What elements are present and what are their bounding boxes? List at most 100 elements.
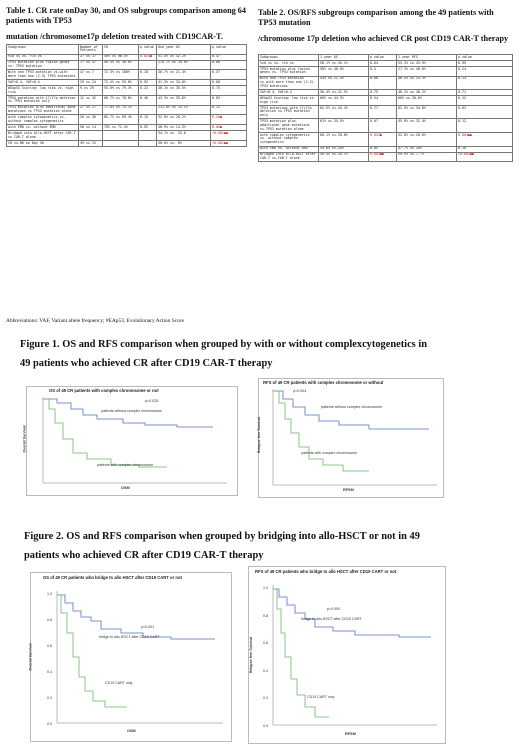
table-cell: 62.5% vs.34.0% — [396, 104, 457, 120]
table-cell: 0.47 — [210, 53, 247, 61]
table-row: Bridged into allo-HSCT after CAR-T vs CA… — [6, 130, 247, 141]
figure1-rfs-label-with: patients with complex chromosome — [301, 451, 358, 455]
table-cell: TP53 mutation with 17/17p deletion vs TP… — [6, 94, 79, 106]
table-header-cell: Subgroups — [6, 44, 79, 55]
figure2-os-label-bridge: bridge to allo-HSCT after CD19 CART — [99, 635, 160, 639]
table-cell: <0.001●● — [456, 151, 513, 163]
table-cell: 59.5% vs.28.1% — [318, 151, 369, 163]
figure1-os-panel: OS of 49 CR patients with complex chromo… — [22, 386, 238, 496]
table1-title: Table 1. CR rate onDay 30, and OS subgro… — [6, 6, 254, 42]
figure2-caption-line1: Figure 2. OS and RFS comparison when gro… — [24, 531, 420, 542]
table-cell — [138, 139, 157, 147]
table-row: CR vs.NR on Day 30 49 vs 15 50.0% vs. 0% <0… — [6, 139, 247, 147]
figure1-caption-line2: 49 patients who achieved CR after CD19 C… — [20, 358, 273, 370]
table-header-cell: CR — [102, 44, 139, 55]
table-cell: 131.6% vs 25.1% — [156, 104, 211, 116]
figure2-os-title: OS of 49 CR patients who bridge to allo … — [43, 575, 182, 580]
figure1-caption-line1: Figure 1. OS and RFS comparison when gro… — [20, 339, 427, 350]
y-tick-label: 1.0 — [47, 592, 52, 596]
table-cell: 0.07 — [368, 118, 397, 133]
table2-title-line1: Table 2. OS/RFS subgroups comparison amo… — [258, 8, 494, 28]
figure2-caption: Figure 2. OS and RFS comparison when gro… — [24, 530, 520, 563]
y-tick-label: 0.6 — [47, 644, 52, 648]
table-cell: 0.37 — [210, 69, 247, 81]
table-cell — [138, 130, 157, 141]
table-row: with complex cytogenetics vs. without co… — [6, 114, 247, 126]
table-cell: 0.12 — [456, 118, 513, 133]
table-cell: 59.9% vs.7.7% — [396, 151, 457, 163]
figure2-os-panel: OS of 49 CR patients who bridge to allo … — [29, 572, 232, 742]
table-cell: 0.15 — [138, 114, 157, 126]
table-cell: 17 vs 47 — [78, 59, 103, 71]
table-cell: 0.75 — [210, 85, 247, 96]
figure2-rfs-pvalue: p<0.000 — [327, 607, 341, 611]
figure2-os-curve-cart — [57, 594, 127, 708]
figure2-rfs-label-cart: CD19 CART only — [307, 695, 335, 699]
table-cell: 0.20● — [210, 114, 247, 126]
table-row: TP53 mutation with 17/17p deletion vs TP… — [6, 94, 247, 106]
table-row: Bridged into allo-HSCT after CAR-T vs.CA… — [258, 151, 513, 163]
table-cell: 0.12 — [456, 95, 513, 106]
table-cell: 45.0% vs.32.4% — [396, 118, 457, 133]
table-cell: 60% vs.44.5% — [318, 95, 369, 106]
table-cell: Bridged into allo-HSCT after CAR-T vs CA… — [6, 130, 79, 141]
figure2-rfs-title: RFS of 49 CR patients who bridge to allo… — [255, 569, 397, 574]
table-cell: <0.001●● — [210, 130, 247, 141]
y-tick-label: 0.2 — [263, 696, 268, 701]
table-cell: 0.00● — [210, 124, 247, 132]
table-cell: 0.46 — [138, 94, 157, 106]
table-row: with EMD vs. without EMD 59.6% vs.20% 0.05… — [258, 145, 513, 153]
table-cell: 32.6% vs 26.2% — [156, 114, 211, 126]
figure1-rfs-label-without: patients without complex chromosome — [321, 405, 383, 409]
figure1-os-xlabel: OSM — [121, 486, 130, 490]
table-cell: 38.1% vs 35.5% — [156, 85, 211, 96]
table-cell: 27.3% vs.48.0% — [396, 65, 457, 77]
figure2-os-curve-bridge — [57, 594, 215, 640]
table-row: VAF<0.4, VAF>0.4 29 vs 24 72.4% vs 55.0% 0.… — [6, 79, 247, 87]
table-row: %id vs vs. >1h vs 27 vs 37 50% vs 96.5% 0.0… — [6, 53, 247, 61]
table-cell: 0.68 — [210, 79, 247, 87]
figure2-os-plot — [56, 591, 223, 724]
table1-title-line1: Table 1. CR rate onDay 30, and OS subgro… — [6, 6, 246, 26]
table-cell: 53% vs.21.4% — [318, 75, 369, 91]
table-cell: 170.7% vs 39.8% — [156, 59, 211, 71]
figure1-rfs-panel: RFS of 49 CR patients with complex chrom… — [257, 378, 444, 498]
table-cell: Bridged into allo-HSCT after CAR-T vs.CA… — [258, 151, 319, 163]
table-cell: 50% vs.48.0% — [318, 65, 369, 77]
table-cell: 0.13 — [456, 75, 513, 91]
table-cell: 0.18 — [138, 69, 157, 81]
figure1-os-plot — [42, 397, 227, 484]
y-tick-label: 0.8 — [47, 618, 52, 622]
table-cell — [138, 104, 157, 116]
figure1-os-curve-with — [43, 398, 167, 468]
table-cell: CR vs.NR on Day 30 — [6, 139, 79, 147]
table-cell: TP53 mutations with 17/17p deletion vs.T… — [258, 104, 319, 120]
table-cell: 62.5% vs.44.4% — [318, 104, 369, 120]
table2-title: Table 2. OS/RFS subgroups comparison amo… — [258, 8, 514, 44]
table1: Subgroups Number of Patients CR p value One … — [6, 44, 247, 147]
figure1-os-title: OS of 49 CR patients with complex chromo… — [49, 388, 159, 393]
figure2-rfs-label-bridge: bridge to allo-HSCT after CD19 CART — [301, 617, 362, 621]
figure1-os-ylabel: Overall Survival — [22, 425, 27, 453]
table-cell: With one TP53 mutation vs.with more than… — [6, 69, 79, 81]
table-cell: 61% vs.34.5% — [318, 118, 369, 133]
table-cell: 72.3% vs 100% — [102, 69, 139, 81]
table-cell: TP53 mutation plus additional gene mutat… — [258, 118, 319, 133]
table-cell: 0.22 — [138, 85, 157, 96]
figure1-os-curve-without — [43, 398, 213, 428]
table-cell: 0.99 — [456, 59, 513, 67]
table-cell: 90.5% vs 56.0% — [102, 59, 139, 71]
table-cell: 12 vs 42 — [78, 94, 103, 106]
table-cell: With one TP53 mutation vs.with more than… — [258, 75, 319, 91]
table-cell: 60.1% vs.20.8% — [318, 132, 369, 147]
table-cell: 43.3% vs 35.6% — [156, 94, 211, 106]
table-cell: 27 vs 27 — [78, 104, 103, 116]
table-cell: 47 vs 7 — [78, 69, 103, 81]
table-row: TP53 mutations with 17/17p deletion vs.T… — [258, 104, 513, 120]
y-tick-label: 1.0 — [263, 586, 268, 590]
figure2-caption-line2: patients who achieved CR after CD19 CAR-… — [24, 550, 264, 562]
table-cell: 0.83 — [456, 104, 513, 120]
table-header-cell: p value — [210, 44, 247, 55]
table-cell: 0.77 — [368, 104, 397, 120]
table-cell: 0.5 — [368, 65, 397, 77]
